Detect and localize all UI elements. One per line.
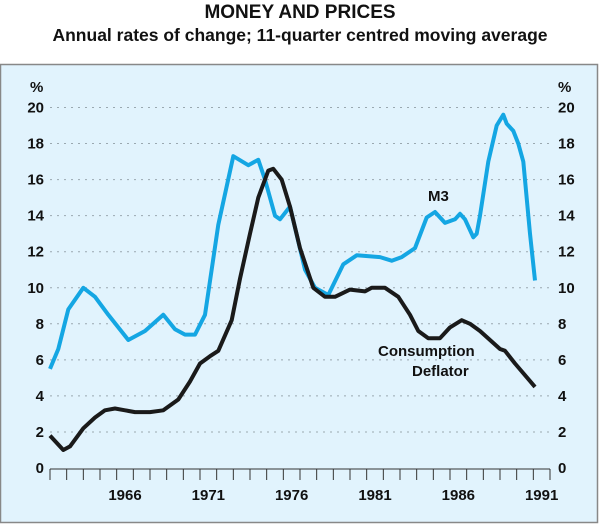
- y-tick-label-left: 2: [36, 424, 44, 441]
- x-tick-label: 1971: [192, 487, 225, 504]
- consumption-deflator-line: [48, 166, 537, 452]
- y-unit-left: %: [30, 79, 43, 96]
- y-tick-label-left: 10: [27, 280, 44, 297]
- y-tick-label-right: 14: [558, 208, 575, 225]
- y-tick-label-right: 8: [558, 316, 566, 333]
- axes: 0 0 2 2 4 4 6 6 8 8 10 10 12 12 14 14 16 16 18 18 20 20 1966 19…: [27, 100, 575, 505]
- y-tick-label-right: 20: [558, 100, 575, 117]
- m3-label: M3: [428, 188, 449, 205]
- chart-subtitle: Annual rates of change; 11-quarter centr…: [52, 25, 548, 45]
- x-tick-label: 1981: [358, 487, 391, 504]
- y-tick-label-right: 2: [558, 424, 566, 441]
- y-tick-label-left: 4: [36, 388, 45, 405]
- x-tick-label: 1991: [525, 487, 558, 504]
- y-tick-label-left: 0: [36, 460, 44, 477]
- x-tick-label: 1976: [275, 487, 308, 504]
- chart-title: MONEY AND PRICES: [204, 2, 396, 23]
- y-unit-right: %: [558, 79, 571, 96]
- y-tick-label-left: 14: [27, 208, 44, 225]
- series-lines: [48, 112, 537, 452]
- y-tick-label-right: 16: [558, 172, 575, 189]
- deflator-label-line1: Consumption: [378, 343, 475, 360]
- plot-panel: [0, 63, 599, 524]
- y-tick-label-left: 6: [36, 352, 44, 369]
- y-tick-label-right: 18: [558, 136, 575, 153]
- y-tick-label-right: 6: [558, 352, 566, 369]
- deflator-label-line2: Deflator: [412, 363, 469, 380]
- y-tick-label-left: 20: [27, 100, 44, 117]
- y-tick-label-right: 4: [558, 388, 567, 405]
- y-tick-label-left: 12: [27, 244, 44, 261]
- x-tick-label: 1986: [442, 487, 475, 504]
- y-tick-label-right: 10: [558, 280, 575, 297]
- y-tick-label-right: 0: [558, 460, 566, 477]
- y-tick-label-left: 18: [27, 136, 44, 153]
- y-tick-label-left: 8: [36, 316, 44, 333]
- y-tick-label-left: 16: [27, 172, 44, 189]
- x-tick-label: 1966: [108, 487, 141, 504]
- y-tick-label-right: 12: [558, 244, 575, 261]
- m3-line: [48, 112, 537, 370]
